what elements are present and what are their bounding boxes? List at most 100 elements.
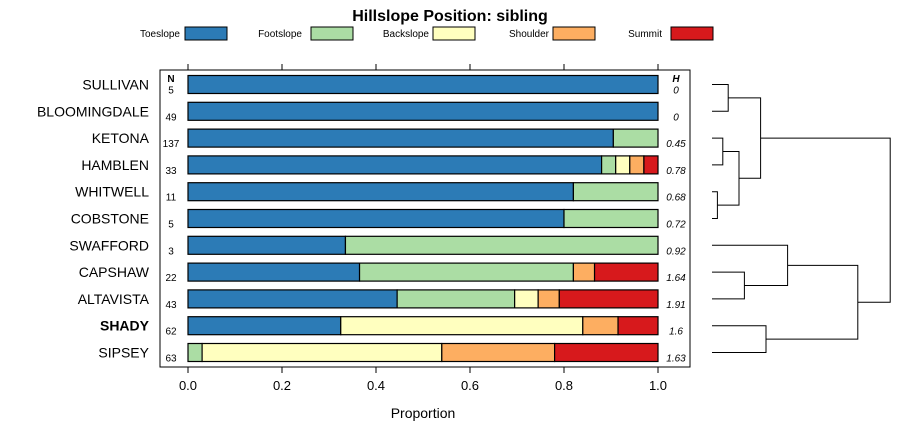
bar-segment <box>612 128 659 148</box>
x-axis: 0.0 0.2 0.4 0.6 0.8 1.0 <box>179 367 667 393</box>
h-value: 1.63 <box>666 354 686 365</box>
legend: Toeslope Footslope Backslope Shoulder Summit <box>140 26 714 41</box>
dendrogram-link <box>712 191 718 219</box>
h-value: 0 <box>673 112 679 123</box>
legend-swatch <box>310 26 354 41</box>
h-value: 0.72 <box>666 220 686 231</box>
row-label: COBSTONE <box>71 211 149 227</box>
dendrogram-link <box>717 151 740 206</box>
h-value: 0.68 <box>666 193 686 204</box>
dendrogram-link <box>712 137 724 166</box>
dendrogram-link <box>766 264 859 340</box>
bar-segment <box>187 289 398 309</box>
plot-frame <box>159 69 691 368</box>
bar-segment <box>582 316 619 336</box>
bar-segment <box>563 208 659 229</box>
n-header: N <box>167 74 174 85</box>
row-label: ALTAVISTA <box>78 291 150 307</box>
h-value: 0.78 <box>666 166 686 177</box>
n-value: 22 <box>165 273 177 284</box>
bar-segment <box>187 182 574 202</box>
n-value: 43 <box>165 300 177 311</box>
legend-label: Footslope <box>258 29 302 40</box>
n-value: 49 <box>165 112 177 123</box>
bar-segment <box>187 342 203 363</box>
n-value: 3 <box>168 246 174 257</box>
bar-segment <box>629 155 645 175</box>
bar-segment <box>344 235 659 255</box>
bar-segment <box>187 155 603 175</box>
bar-segment <box>187 208 565 229</box>
row-label: WHITWELL <box>75 184 149 200</box>
legend-label: Summit <box>628 29 662 40</box>
row-label: SHADY <box>100 318 150 334</box>
dendrogram-link <box>712 84 729 112</box>
n-value: 33 <box>165 166 177 177</box>
legend-swatch <box>670 26 714 41</box>
bar-segment <box>615 155 631 175</box>
dendrogram-link <box>712 244 789 286</box>
x-tick-label: 0.6 <box>461 378 479 393</box>
bars <box>187 74 659 363</box>
bar-segment <box>187 316 342 336</box>
row-label: HAMBLEN <box>81 157 149 173</box>
dendrogram-link <box>760 137 891 303</box>
legend-swatch <box>184 26 228 41</box>
h-header: H <box>672 74 680 85</box>
row-labels: SULLIVAN BLOOMINGDALE KETONA HAMBLEN WHITWEL… <box>37 77 150 361</box>
row-label: SULLIVAN <box>82 77 149 93</box>
x-tick-label: 0.0 <box>179 378 197 393</box>
bar-segment <box>553 342 659 363</box>
h-value: 0 <box>673 86 679 97</box>
h-value: 1.6 <box>669 327 683 338</box>
legend-swatch <box>552 26 596 41</box>
n-value: 137 <box>163 139 180 150</box>
chart-title: Hillslope Position: sibling <box>352 8 548 25</box>
bar-segment <box>340 316 584 336</box>
n-value: 5 <box>168 220 174 231</box>
bar-segment <box>572 182 659 202</box>
bar-segment <box>201 342 443 363</box>
legend-label: Shoulder <box>509 29 550 40</box>
row-label: SIPSEY <box>98 345 149 361</box>
x-tick-label: 0.4 <box>367 378 385 393</box>
row-label: CAPSHAW <box>79 264 150 280</box>
dendrogram-link <box>728 97 762 179</box>
top-axis-ticks <box>187 64 659 70</box>
legend-swatch <box>432 26 476 41</box>
row-label: KETONA <box>92 130 150 146</box>
bar-segment <box>600 155 617 175</box>
h-values: 0 0 0.45 0.78 0.68 0.72 0.92 1.64 1.91 1.6 1.63 <box>666 86 686 365</box>
dendrogram-link <box>712 325 767 353</box>
legend-label: Toeslope <box>140 29 180 40</box>
h-value: 1.91 <box>666 300 685 311</box>
bar-segment <box>537 289 560 309</box>
bar-segment <box>572 262 596 282</box>
bar-segment <box>396 289 516 309</box>
h-value: 1.64 <box>666 273 686 284</box>
bar-segment <box>187 101 659 121</box>
bar-segment <box>617 316 659 336</box>
h-value: 0.92 <box>666 246 686 257</box>
n-values: 5 49 137 33 11 5 3 22 43 62 63 <box>163 86 180 365</box>
bar-segment <box>643 155 659 175</box>
n-value: 11 <box>166 193 177 204</box>
x-tick-label: 0.2 <box>273 378 291 393</box>
x-tick-label: 0.8 <box>555 378 573 393</box>
bar-segment <box>558 289 659 309</box>
x-axis-label: Proportion <box>391 405 456 421</box>
row-label: BLOOMINGDALE <box>37 103 149 119</box>
n-value: 63 <box>165 354 177 365</box>
bar-segment <box>358 262 574 282</box>
h-value: 0.45 <box>666 139 686 150</box>
dendrogram <box>712 84 891 353</box>
bar-segment <box>187 128 614 148</box>
bar-segment <box>593 262 659 282</box>
bar-segment <box>514 289 539 309</box>
n-value: 62 <box>165 327 177 338</box>
legend-label: Backslope <box>383 29 430 40</box>
dendrogram-link <box>712 271 745 300</box>
bar-segment <box>187 262 361 282</box>
